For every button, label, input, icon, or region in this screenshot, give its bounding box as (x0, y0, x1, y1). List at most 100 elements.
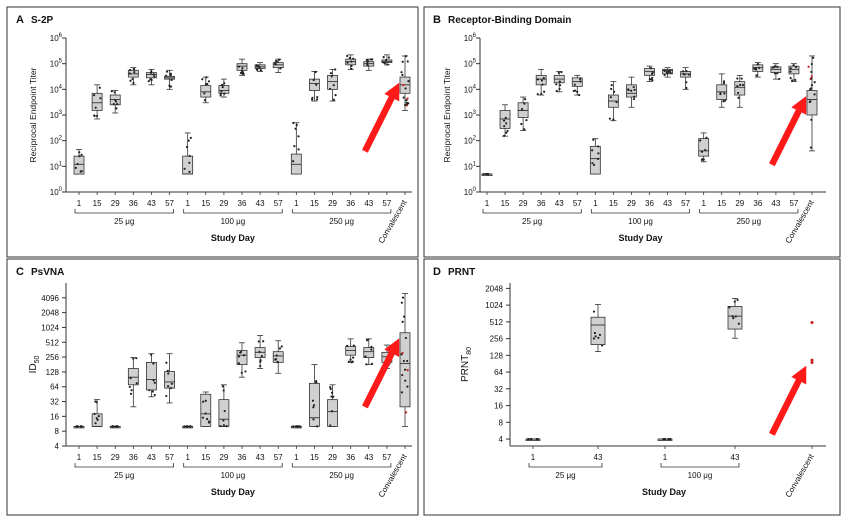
data-point (365, 58, 369, 62)
x-tick-label: 1 (593, 199, 598, 208)
group-label: 250 μg (736, 217, 761, 226)
data-point (114, 98, 117, 102)
x-tick-label: 15 (201, 199, 210, 208)
red-arrow-icon (361, 82, 400, 153)
data-point (240, 69, 243, 72)
box-3 (127, 357, 139, 408)
box-8 (218, 384, 230, 428)
data-point (601, 344, 604, 347)
data-point (292, 160, 295, 163)
data-point (723, 99, 727, 102)
data-point (206, 82, 209, 86)
data-point (633, 88, 636, 91)
panel-B: B Receptor-Binding Domain1001011021031041… (423, 6, 841, 258)
data-point (663, 69, 666, 72)
data-point (662, 437, 665, 441)
y-tick-base: 10 (464, 85, 473, 94)
data-point (79, 170, 82, 173)
data-point (402, 359, 406, 363)
box-16 (770, 63, 782, 81)
data-point (315, 98, 319, 101)
box-11 (680, 67, 692, 90)
box-iqr (272, 351, 284, 363)
y-axis-label: ID50 (28, 356, 41, 374)
data-point (132, 67, 136, 71)
data-point (682, 70, 685, 73)
data-point (579, 80, 582, 83)
box-16 (363, 338, 375, 366)
data-point (574, 89, 577, 92)
y-tick-label: 1024 (41, 323, 59, 332)
box-1 (91, 399, 103, 427)
data-point (183, 425, 186, 428)
group-label: 250 μg (329, 217, 354, 226)
x-tick-label: 36 (129, 199, 138, 208)
group-bracket (183, 463, 283, 468)
data-point (809, 146, 813, 149)
data-point (794, 78, 797, 82)
data-point (201, 416, 204, 419)
data-point (404, 379, 407, 382)
data-point (650, 72, 654, 75)
data-point (151, 390, 154, 393)
data-point (207, 80, 211, 83)
data-point (220, 90, 223, 93)
data-point (649, 67, 653, 70)
data-point (401, 60, 404, 63)
data-point (728, 306, 731, 309)
x-tick-label: 29 (219, 453, 228, 462)
box-5 (164, 69, 175, 90)
box-7 (200, 391, 212, 427)
data-point (651, 79, 654, 82)
y-tick-exponent: 5 (473, 59, 477, 65)
data-point (559, 84, 562, 87)
data-point (400, 301, 403, 304)
data-point (401, 373, 404, 377)
data-point (755, 74, 758, 77)
data-point (371, 58, 374, 61)
data-point (152, 73, 155, 76)
data-point (736, 85, 739, 88)
data-point (542, 76, 545, 80)
data-point (593, 331, 597, 335)
data-point (523, 98, 527, 101)
data-point (80, 153, 83, 156)
box-9 (644, 65, 655, 83)
data-point (404, 55, 407, 58)
data-point (560, 71, 563, 74)
data-point (93, 114, 96, 117)
x-axis-label: Study Day (618, 233, 662, 243)
data-point (133, 71, 136, 74)
data-point (597, 336, 600, 339)
data-point (292, 425, 295, 428)
data-point (404, 336, 407, 340)
data-point (536, 93, 539, 96)
data-point (737, 91, 740, 95)
box-iqr (698, 138, 710, 157)
data-point (558, 80, 561, 83)
data-point (632, 97, 636, 101)
data-point (187, 139, 190, 142)
x-tick-label: 57 (789, 199, 798, 208)
x-tick-label: 1 (294, 453, 299, 462)
data-point (183, 167, 186, 170)
data-point (293, 145, 296, 148)
x-tick-label: 29 (328, 199, 337, 208)
data-point (259, 360, 262, 363)
y-tick-base: 10 (50, 111, 59, 120)
box-iqr (499, 110, 511, 129)
data-point (758, 66, 761, 69)
box-2 (517, 96, 529, 131)
data-point (150, 353, 153, 356)
data-point (382, 56, 385, 59)
box-iqr (363, 347, 375, 358)
x-tick-label: 15 (501, 199, 510, 208)
data-point (279, 67, 282, 70)
data-point (776, 65, 779, 69)
red-arrow-icon (768, 365, 807, 436)
box-14 (327, 384, 338, 427)
box-iqr (727, 306, 743, 330)
x-tick-label: 43 (594, 453, 603, 462)
data-point (329, 386, 332, 389)
y-tick-exponent: 2 (59, 136, 63, 142)
